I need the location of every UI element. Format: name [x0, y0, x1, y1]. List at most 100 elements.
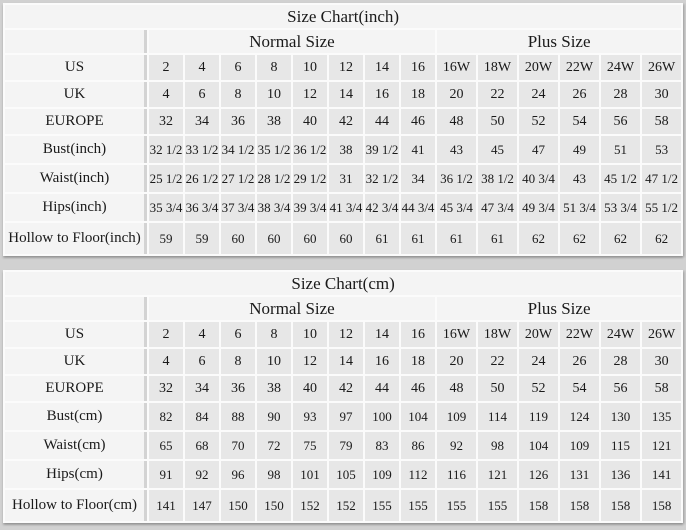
size-value-cell: 14	[329, 349, 363, 374]
size-value-cell: 34	[401, 165, 435, 192]
size-value-cell: 26	[560, 349, 599, 374]
size-value-cell: 62	[601, 223, 640, 254]
size-value-cell: 36 1/2	[293, 136, 327, 163]
row-label: Hollow to Floor(cm)	[5, 490, 147, 521]
table-row: US 2 4 6 8 10 12 14 16 16W 18W 20W 22W 24W 26W	[5, 55, 682, 80]
size-value-cell: 56	[601, 376, 640, 401]
size-value-cell: 109	[365, 461, 399, 488]
size-value-cell: 32	[149, 109, 183, 134]
size-value-cell: 121	[478, 461, 517, 488]
size-value-cell: 16	[401, 322, 435, 347]
size-value-cell: 62	[519, 223, 558, 254]
size-value-cell: 32 1/2	[149, 136, 183, 163]
size-value-cell: 45 1/2	[601, 165, 640, 192]
size-value-cell: 43	[560, 165, 599, 192]
inch-table-rows: US 2 4 6 8 10 12 14 16 16W 18W 20W 22W 24W 26W UK 4 6 8 10 1…	[5, 55, 682, 254]
size-value-cell: 68	[185, 432, 219, 459]
size-value-cell: 39 3/4	[293, 194, 327, 221]
size-value-cell: 59	[149, 223, 183, 254]
normal-size-header: Normal Size	[149, 30, 435, 53]
size-value-cell: 147	[185, 490, 219, 521]
size-value-cell: 20W	[519, 322, 558, 347]
size-value-cell: 150	[221, 490, 255, 521]
size-value-cell: 96	[221, 461, 255, 488]
size-value-cell: 22	[478, 349, 517, 374]
size-value-cell: 61	[401, 223, 435, 254]
size-value-cell: 61	[437, 223, 476, 254]
size-value-cell: 18W	[478, 322, 517, 347]
size-chart-cm-table: Size Chart(cm) Normal Size Plus Size US 2…	[3, 270, 684, 523]
row-label: UK	[5, 349, 147, 374]
size-value-cell: 75	[293, 432, 327, 459]
table-row: Hollow to Floor(inch) 59 59 60 60 60 60 61 61 61 6…	[5, 223, 682, 254]
size-value-cell: 50	[478, 109, 517, 134]
size-value-cell: 59	[185, 223, 219, 254]
size-value-cell: 155	[401, 490, 435, 521]
table-row: Bust(cm) 82 84 88 90 93 97 100 104 109 114 119 124 13…	[5, 403, 682, 430]
size-value-cell: 8	[257, 55, 291, 80]
size-value-cell: 38 3/4	[257, 194, 291, 221]
plus-size-header: Plus Size	[437, 30, 682, 53]
size-value-cell: 155	[365, 490, 399, 521]
size-value-cell: 93	[293, 403, 327, 430]
table-row: Waist(inch) 25 1/2 26 1/2 27 1/2 28 1/2 29 1/…	[5, 165, 682, 192]
size-value-cell: 8	[257, 322, 291, 347]
size-value-cell: 34 1/2	[221, 136, 255, 163]
size-value-cell: 98	[478, 432, 517, 459]
size-value-cell: 14	[365, 55, 399, 80]
size-value-cell: 50	[478, 376, 517, 401]
size-value-cell: 54	[560, 109, 599, 134]
row-label: Hips(inch)	[5, 194, 147, 221]
size-value-cell: 112	[401, 461, 435, 488]
size-value-cell: 36 1/2	[437, 165, 476, 192]
size-value-cell: 33 1/2	[185, 136, 219, 163]
size-value-cell: 43	[437, 136, 476, 163]
row-label: EUROPE	[5, 109, 147, 134]
size-value-cell: 92	[437, 432, 476, 459]
table-row: EUROPE 32 34 36 38 40 42 44 46 48 50 52 54 56 58	[5, 376, 682, 401]
size-value-cell: 28 1/2	[257, 165, 291, 192]
size-value-cell: 44	[365, 109, 399, 134]
size-value-cell: 20	[437, 349, 476, 374]
size-value-cell: 60	[221, 223, 255, 254]
row-label: EUROPE	[5, 376, 147, 401]
size-value-cell: 12	[329, 322, 363, 347]
size-value-cell: 42	[329, 109, 363, 134]
size-value-cell: 38	[257, 109, 291, 134]
size-value-cell: 52	[519, 376, 558, 401]
size-value-cell: 16	[365, 82, 399, 107]
size-value-cell: 22	[478, 82, 517, 107]
size-value-cell: 8	[221, 82, 255, 107]
size-value-cell: 26	[560, 82, 599, 107]
size-value-cell: 2	[149, 55, 183, 80]
size-value-cell: 36	[221, 109, 255, 134]
row-label: Bust(inch)	[5, 136, 147, 163]
size-value-cell: 45	[478, 136, 517, 163]
size-value-cell: 18W	[478, 55, 517, 80]
size-value-cell: 14	[365, 322, 399, 347]
size-value-cell: 6	[221, 322, 255, 347]
size-value-cell: 51	[601, 136, 640, 163]
size-value-cell: 40	[293, 376, 327, 401]
size-value-cell: 100	[365, 403, 399, 430]
size-value-cell: 30	[642, 82, 682, 107]
size-value-cell: 26W	[642, 55, 682, 80]
size-value-cell: 135	[642, 403, 682, 430]
corner-cell	[5, 297, 147, 320]
size-value-cell: 6	[185, 82, 219, 107]
size-value-cell: 48	[437, 376, 476, 401]
table-row: Waist(cm) 65 68 70 72 75 79 83 86 92 98 104 109 115 12…	[5, 432, 682, 459]
size-value-cell: 84	[185, 403, 219, 430]
table-title-cm: Size Chart(cm)	[5, 272, 682, 295]
size-value-cell: 18	[401, 349, 435, 374]
size-value-cell: 32 1/2	[365, 165, 399, 192]
size-value-cell: 83	[365, 432, 399, 459]
size-value-cell: 10	[293, 322, 327, 347]
size-value-cell: 38	[257, 376, 291, 401]
size-value-cell: 12	[293, 82, 327, 107]
size-value-cell: 46	[401, 109, 435, 134]
size-value-cell: 91	[149, 461, 183, 488]
size-value-cell: 72	[257, 432, 291, 459]
size-value-cell: 34	[185, 109, 219, 134]
